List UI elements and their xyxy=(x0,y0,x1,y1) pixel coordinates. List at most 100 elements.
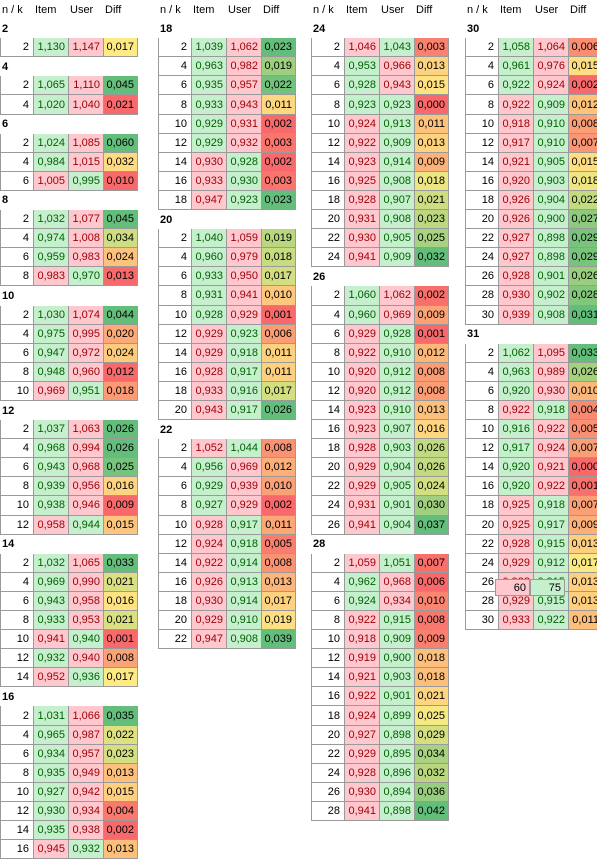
user-cell: 0,982 xyxy=(226,57,261,77)
user-cell: 0,944 xyxy=(68,515,103,535)
header-user: User xyxy=(70,3,94,16)
k-cell: 12 xyxy=(158,324,191,344)
item-cell: 0,947 xyxy=(191,630,226,650)
diff-cell: 0,002 xyxy=(568,76,597,96)
user-cell: 0,922 xyxy=(533,420,568,440)
user-cell: 0,909 xyxy=(533,95,568,115)
diff-cell: 0,029 xyxy=(414,725,449,745)
user-cell: 0,896 xyxy=(379,763,414,783)
item-cell: 0,933 xyxy=(498,611,533,631)
item-cell: 1,030 xyxy=(33,305,68,325)
diff-cell: 0,023 xyxy=(261,38,296,58)
group-n-label: 16 xyxy=(2,690,15,703)
table-row: 10 0,938 0,946 0,009 xyxy=(0,496,138,516)
item-cell: 0,935 xyxy=(191,76,226,96)
k-cell: 28 xyxy=(465,591,498,611)
k-cell: 10 xyxy=(0,496,33,516)
item-cell: 0,959 xyxy=(33,248,68,268)
k-cell: 16 xyxy=(465,171,498,191)
user-cell: 0,951 xyxy=(68,381,103,401)
item-cell: 0,925 xyxy=(498,515,533,535)
diff-cell: 0,008 xyxy=(103,649,138,669)
group-header: 18 xyxy=(158,19,296,38)
item-cell: 0,931 xyxy=(344,210,379,230)
table-row: 8 0,922 0,918 0,004 xyxy=(465,400,597,421)
table-column-4: n / k Item User Diff 30 2 1,058 1,064 0,006 4 0,96… xyxy=(465,0,597,631)
group-header: 2 xyxy=(0,19,138,38)
diff-cell: 0,011 xyxy=(568,611,597,631)
k-cell: 8 xyxy=(158,286,191,306)
k-cell: 6 xyxy=(465,76,498,96)
table-column-1: n / k Item User Diff 2 2 1,130 1,147 0,017 4 2 1,06… xyxy=(0,0,138,859)
user-cell: 0,905 xyxy=(533,152,568,172)
table-row: 12 0,929 0,923 0,006 xyxy=(158,324,296,344)
k-cell: 20 xyxy=(465,210,498,230)
group-n-label: 2 xyxy=(2,22,9,35)
table-row: 8 0,983 0,970 0,013 xyxy=(0,267,138,287)
table-row: 8 0,927 0,929 0,002 xyxy=(158,496,296,516)
diff-cell: 0,018 xyxy=(103,381,138,401)
item-cell: 0,935 xyxy=(33,763,68,783)
header-diff: Diff xyxy=(263,3,280,16)
user-cell: 1,008 xyxy=(68,229,103,249)
item-cell: 0,929 xyxy=(344,477,379,497)
item-cell: 1,062 xyxy=(498,343,533,363)
k-cell: 10 xyxy=(311,630,344,650)
user-cell: 0,958 xyxy=(68,591,103,611)
item-cell: 0,922 xyxy=(498,76,533,96)
table-row: 12 0,924 0,918 0,005 xyxy=(158,534,296,554)
table-row: 14 0,922 0,914 0,008 xyxy=(158,553,296,573)
item-cell: 0,928 xyxy=(344,439,379,459)
header-item: Item xyxy=(193,3,215,16)
diff-cell: 0,011 xyxy=(414,114,449,134)
diff-cell: 0,039 xyxy=(261,630,296,650)
diff-cell: 0,018 xyxy=(414,649,449,669)
table-row: 4 0,953 0,966 0,013 xyxy=(311,57,449,77)
k-cell: 26 xyxy=(311,515,344,535)
user-cell: 0,900 xyxy=(379,649,414,669)
table-row: 4 0,974 1,008 0,034 xyxy=(0,229,138,249)
table-row: 16 0,920 0,922 0,001 xyxy=(465,477,597,497)
diff-cell: 0,005 xyxy=(261,534,296,554)
k-cell: 22 xyxy=(465,229,498,249)
diff-cell: 0,004 xyxy=(568,400,597,421)
item-cell: 0,969 xyxy=(33,381,68,401)
diff-cell: 0,011 xyxy=(261,343,296,363)
user-cell: 0,914 xyxy=(379,152,414,172)
diff-cell: 0,042 xyxy=(414,801,449,822)
item-cell: 0,922 xyxy=(344,133,379,153)
k-cell: 22 xyxy=(311,229,344,249)
k-cell: 12 xyxy=(311,381,344,401)
user-cell: 0,917 xyxy=(533,515,568,535)
group-header: 22 xyxy=(158,420,296,439)
k-cell: 22 xyxy=(158,630,191,650)
table-row: 20 0,925 0,917 0,009 xyxy=(465,515,597,535)
item-cell: 0,931 xyxy=(344,496,379,516)
item-cell: 0,930 xyxy=(498,286,533,306)
item-cell: 0,927 xyxy=(498,229,533,249)
item-cell: 0,922 xyxy=(498,400,533,421)
table-row: 8 0,931 0,941 0,010 xyxy=(158,286,296,306)
diff-cell: 0,006 xyxy=(568,38,597,58)
user-cell: 0,898 xyxy=(533,229,568,249)
k-cell: 16 xyxy=(311,687,344,707)
diff-cell: 0,017 xyxy=(103,668,138,688)
user-cell: 0,913 xyxy=(226,572,261,592)
diff-cell: 0,012 xyxy=(414,343,449,363)
table-row: 8 0,935 0,949 0,013 xyxy=(0,763,138,783)
group-n-label: 18 xyxy=(160,22,173,35)
k-cell: 4 xyxy=(0,95,33,115)
k-cell: 14 xyxy=(0,668,33,688)
user-cell: 0,949 xyxy=(68,763,103,783)
user-cell: 0,940 xyxy=(68,649,103,669)
item-cell: 0,933 xyxy=(191,171,226,191)
table-row: 4 0,962 0,968 0,006 xyxy=(311,572,449,592)
table-row: 14 0,923 0,910 0,013 xyxy=(311,400,449,421)
diff-cell: 0,003 xyxy=(261,171,296,191)
item-cell: 0,922 xyxy=(344,343,379,363)
table-row: 2 1,130 1,147 0,017 xyxy=(0,38,138,58)
item-cell: 0,961 xyxy=(498,57,533,77)
group-n-label: 8 xyxy=(2,194,9,207)
k-cell: 26 xyxy=(465,267,498,287)
user-cell: 0,995 xyxy=(68,324,103,344)
